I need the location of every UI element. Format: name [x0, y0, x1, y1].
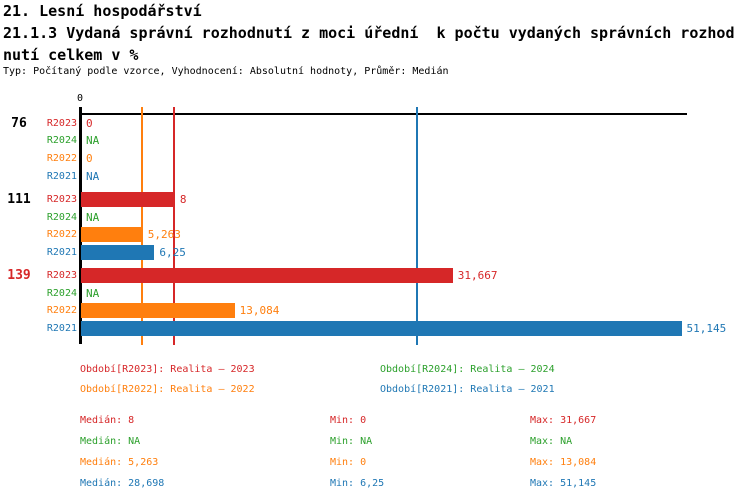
indicator-title-line-1: 21.1.3 Vydaná správní rozhodnutí z moci …: [3, 24, 735, 42]
bar-r2023: [81, 268, 453, 284]
stat-median-r2023: Medián: 8: [80, 415, 135, 426]
series-label-r2021: R2021: [46, 170, 77, 182]
stat-min-r2023: Min: 0: [330, 415, 367, 426]
series-label-r2022: R2022: [46, 153, 77, 164]
stat-median-r2022: Medián: 5,263: [80, 457, 159, 468]
stat-max-r2021: Max: 51,145: [530, 478, 597, 489]
value-label-r2021: NA: [86, 169, 100, 183]
y-axis-line: [79, 107, 82, 344]
legend-item-r2022: Období[R2022]: Realita – 2022: [80, 384, 255, 395]
legend-item-r2023: Období[R2023]: Realita – 2023: [80, 364, 255, 375]
value-label-r2021: 51,145: [686, 321, 727, 335]
stat-median-r2021: Medián: 28,698: [80, 478, 165, 489]
section-title: 21. Lesní hospodářství: [3, 2, 202, 20]
stat-max-r2022: Max: 13,084: [530, 457, 597, 468]
series-label-r2022: R2022: [46, 229, 77, 241]
value-label-r2023: 0: [86, 116, 93, 130]
series-label-r2022: R2022: [46, 305, 77, 317]
bar-r2023: [81, 192, 175, 207]
group-label-139: 139: [7, 268, 31, 284]
series-label-r2023: R2023: [46, 270, 77, 282]
value-label-r2024: NA: [86, 286, 100, 300]
bar-r2021: [81, 320, 682, 336]
legend-item-r2024: Období[R2024]: Realita – 2024: [380, 364, 555, 375]
series-label-r2023: R2023: [46, 194, 77, 205]
indicator-meta: Typ: Počítaný podle vzorce, Vyhodnocení:…: [3, 66, 449, 77]
series-label-r2024: R2024: [46, 211, 77, 223]
group-label-111: 111: [7, 192, 31, 207]
bar-r2021: [81, 244, 155, 260]
value-label-r2022: 0: [86, 152, 93, 165]
stat-median-r2024: Medián: NA: [80, 436, 141, 447]
median-line-r2023: [172, 107, 175, 345]
value-label-r2022: 5,263: [147, 228, 181, 242]
stat-min-r2024: Min: NA: [330, 436, 373, 447]
stat-min-r2021: Min: 6,25: [330, 478, 385, 489]
series-label-r2021: R2021: [46, 246, 77, 258]
legend-item-r2021: Období[R2021]: Realita – 2021: [380, 384, 555, 395]
stat-max-r2024: Max: NA: [530, 436, 573, 447]
value-label-r2022: 13,084: [239, 304, 280, 318]
series-label-r2023: R2023: [46, 117, 77, 129]
x-axis-tick-zero: 0: [76, 93, 84, 104]
value-label-r2021: 6,25: [159, 245, 186, 259]
x-axis-line: [80, 113, 687, 115]
value-label-r2024: NA: [86, 134, 100, 148]
bar-r2022: [81, 303, 235, 319]
group-label-76: 76: [11, 115, 27, 131]
indicator-title-line-2: nutí celkem v %: [3, 46, 139, 64]
value-label-r2023: 31,667: [457, 269, 498, 283]
value-label-r2024: NA: [86, 210, 100, 224]
median-line-r2021: [415, 107, 418, 345]
median-line-r2022: [140, 107, 143, 345]
series-label-r2024: R2024: [46, 287, 77, 299]
stat-max-r2023: Max: 31,667: [530, 415, 597, 426]
stat-min-r2022: Min: 0: [330, 457, 367, 468]
series-label-r2024: R2024: [46, 135, 77, 147]
value-label-r2023: 8: [179, 193, 187, 206]
bar-r2022: [81, 227, 143, 243]
series-label-r2021: R2021: [46, 322, 77, 334]
